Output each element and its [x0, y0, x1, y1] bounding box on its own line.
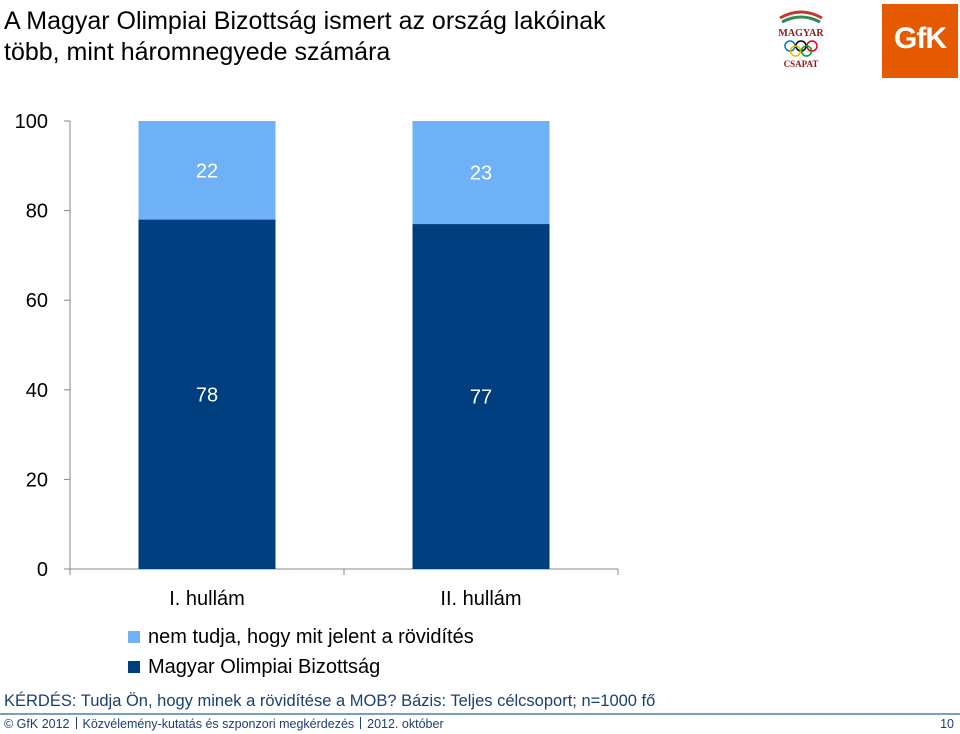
bar-segment: [138, 121, 276, 220]
stacked-bar-chart: 0 20 40 60 80 100 78 22 I. hullám 77 23 II. hullám: [15, 111, 619, 610]
footer: © GfK 2012 Közvélemény-kutatás és szponzo…: [4, 717, 444, 731]
footer-project: Közvélemény-kutatás és szponzori megkérd…: [82, 717, 355, 731]
x-tick-label: II. hullám: [440, 588, 521, 610]
footer-separator: [75, 717, 77, 729]
y-tick-label: 60: [26, 290, 48, 312]
title-line-1: A Magyar Olimpiai Bizottság ismert az or…: [4, 7, 606, 35]
legend-item-dark: Magyar Olimpiai Bizottság: [128, 652, 474, 682]
question-text: KÉRDÉS: Tudja Ön, hogy minek a rövidítés…: [4, 692, 656, 710]
logo-mob-text-1: MAGYAR: [778, 28, 824, 39]
y-tick-label: 40: [26, 380, 48, 402]
y-tick-label: 0: [37, 559, 48, 581]
footer-separator: [360, 717, 362, 729]
legend-label-dark: Magyar Olimpiai Bizottság: [148, 655, 381, 678]
magyar-csapat-logo: MAGYAR CSAPAT: [778, 10, 824, 69]
legend-swatch-dark: [128, 661, 140, 673]
data-label: 23: [470, 163, 492, 185]
legend-swatch-light: [128, 631, 140, 643]
title-line-2: több, mint háromnegyede számára: [4, 38, 391, 66]
legend: nem tudja, hogy mit jelent a rövidítés M…: [128, 622, 474, 682]
y-tick-label: 20: [26, 469, 48, 491]
footer-divider: [0, 713, 960, 715]
footer-date: 2012. október: [367, 717, 444, 731]
page-number: 10: [940, 717, 954, 731]
y-tick-label: 100: [15, 111, 48, 133]
chart-title: A Magyar Olimpiai Bizottság ismert az or…: [4, 6, 724, 68]
x-tick-label: I. hullám: [169, 588, 245, 610]
legend-item-light: nem tudja, hogy mit jelent a rövidítés: [128, 622, 474, 652]
data-label: 77: [470, 387, 492, 409]
data-label: 22: [196, 160, 218, 182]
bar-segment: [412, 121, 550, 225]
data-label: 78: [196, 384, 218, 406]
footer-copyright: © GfK 2012: [4, 717, 70, 731]
logo-mob-text-2: CSAPAT: [784, 59, 819, 69]
y-tick-label: 80: [26, 201, 48, 223]
bar-segment: [412, 224, 550, 570]
legend-label-light: nem tudja, hogy mit jelent a rövidítés: [148, 625, 474, 648]
gfk-logo: GfK: [882, 4, 958, 78]
bar-segment: [138, 219, 276, 569]
gfk-logo-text: GfK: [894, 22, 947, 55]
